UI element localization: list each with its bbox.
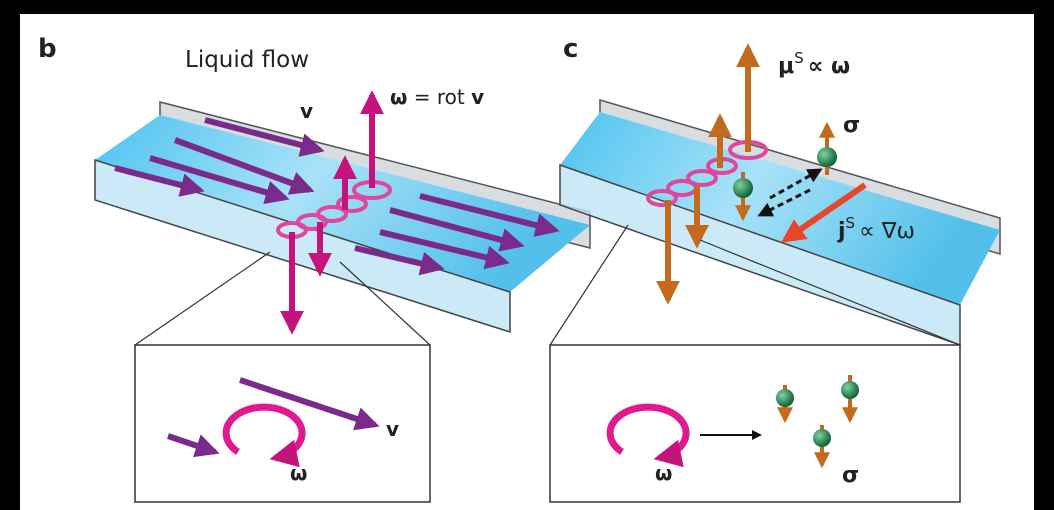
symbol: j [837,219,846,244]
panel-label: c [563,34,578,64]
title: Liquid flow [185,47,309,73]
inset-spins-part [841,381,859,399]
inset-spins-part [776,389,794,407]
inset-spin-label: σ [842,463,859,488]
velocity-label: v [300,99,313,123]
relation: = rot [414,85,465,109]
spins-part [733,178,753,198]
vorticity-label: ω = rot v [390,85,484,109]
inset-spins-part [813,429,831,447]
panel-label: b [38,34,57,64]
relation: ∝ ∇ω [859,219,915,244]
inset-vorticity-label: ω [655,461,672,485]
spin-label: σ [843,113,860,138]
spins-part [817,147,837,167]
inset-vorticity-label: ω [290,461,307,485]
symbol: ω [390,85,407,109]
figure: b Liquid flow v ω = rot v v ω c μS∝ ω σ … [0,0,1054,510]
relation: ∝ ω [808,54,850,79]
sup: S [846,214,856,232]
spin-moment-label: μS∝ ω [778,49,850,79]
symbol: μ [778,54,794,79]
page: b Liquid flow v ω = rot v v ω c μS∝ ω σ … [0,0,1054,510]
inset-velocity-label: v [386,417,399,441]
sup: S [794,49,804,67]
vector: v [471,85,484,109]
